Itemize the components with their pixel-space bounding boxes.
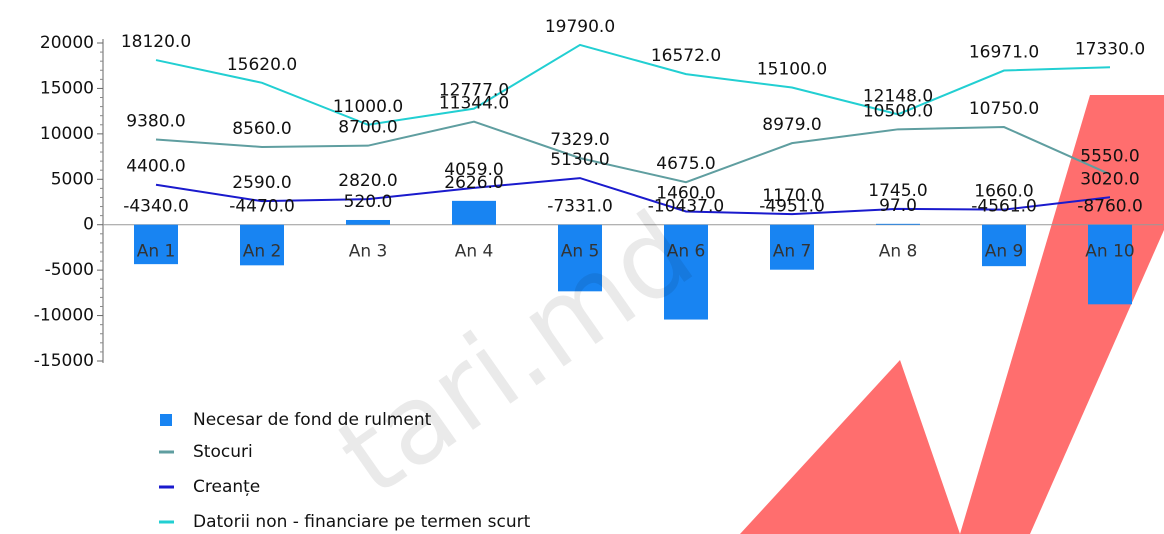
data-label: -4561.0 <box>971 197 1037 217</box>
line <box>155 120 1111 184</box>
data-label: 8560.0 <box>232 119 291 139</box>
data-label: 1460.0 <box>656 183 715 203</box>
data-label: 4400.0 <box>126 157 185 177</box>
decor-shape <box>740 360 960 534</box>
data-label: 10750.0 <box>969 99 1039 119</box>
legend-label: Stocuri <box>193 442 253 462</box>
x-tick-label: An 5 <box>561 242 600 262</box>
bar <box>240 224 284 266</box>
data-label: 7329.0 <box>550 130 609 150</box>
bar <box>452 200 496 225</box>
data-label: 2590.0 <box>232 173 291 193</box>
data-label: 3020.0 <box>1080 169 1139 189</box>
data-label: -8760.0 <box>1077 197 1143 217</box>
decor-shape <box>960 95 1164 534</box>
x-tick-label: An 2 <box>243 242 282 262</box>
y-tick-label: 20000 <box>40 33 94 53</box>
bar <box>558 224 602 292</box>
data-label: 2820.0 <box>338 171 397 191</box>
legend-label: Necesar de fond de rulment <box>193 410 432 430</box>
data-label: 8979.0 <box>762 115 821 135</box>
watermark: tari.md <box>316 187 716 520</box>
legend-label: Datorii non - financiare pe termen scurt <box>193 512 531 532</box>
data-label: 9380.0 <box>126 111 185 131</box>
x-tick-label: An 9 <box>985 242 1024 262</box>
x-tick-label: An 6 <box>667 242 706 262</box>
data-label: 11000.0 <box>333 97 403 117</box>
data-label: 15100.0 <box>757 60 827 80</box>
data-label: 17330.0 <box>1075 39 1145 59</box>
data-label: 8700.0 <box>338 118 397 138</box>
y-tick-label: 15000 <box>40 78 94 98</box>
data-label: 15620.0 <box>227 55 297 75</box>
bar <box>664 224 708 320</box>
bar <box>134 224 178 265</box>
data-label: 10500.0 <box>863 101 933 121</box>
y-tick-label: 0 <box>83 215 94 235</box>
x-tick-label: An 7 <box>773 242 812 262</box>
bar <box>982 224 1026 267</box>
data-label: 16971.0 <box>969 43 1039 63</box>
data-label: 19790.0 <box>545 17 615 37</box>
data-label: -4470.0 <box>229 197 295 217</box>
data-label: 1170.0 <box>762 186 821 206</box>
legend-label: Creanțe <box>193 477 260 497</box>
x-tick-label: An 1 <box>137 242 176 262</box>
data-label: -4951.0 <box>759 197 825 217</box>
x-tick-label: An 4 <box>455 242 494 262</box>
line <box>155 177 1111 216</box>
bar <box>1088 224 1132 305</box>
data-label: 2626.0 <box>444 173 503 193</box>
data-label: 12777.0 <box>439 81 509 101</box>
data-label: 520.0 <box>344 192 393 212</box>
data-label: 12148.0 <box>863 86 933 106</box>
line <box>155 43 1111 126</box>
bar <box>876 223 920 225</box>
y-tick-label: -10000 <box>34 306 94 326</box>
data-label: 97.0 <box>879 196 917 216</box>
data-label: -4340.0 <box>123 197 189 217</box>
data-label: 1660.0 <box>974 182 1033 202</box>
y-tick-label: -5000 <box>45 260 94 280</box>
data-label: 5130.0 <box>550 150 609 170</box>
data-label: 16572.0 <box>651 46 721 66</box>
data-label: -7331.0 <box>547 197 613 217</box>
legend-marker <box>160 414 172 426</box>
data-label: 18120.0 <box>121 32 191 52</box>
data-label: 5550.0 <box>1080 146 1139 166</box>
x-tick-label: An 8 <box>879 242 918 262</box>
bar <box>770 224 814 270</box>
data-label: -10437.0 <box>648 197 724 217</box>
bar <box>346 219 390 225</box>
data-label: 4059.0 <box>444 160 503 180</box>
y-tick-label: -15000 <box>34 351 94 371</box>
data-label: 11344.0 <box>439 94 509 114</box>
x-tick-label: An 3 <box>349 242 388 262</box>
y-tick-label: 5000 <box>51 169 94 189</box>
data-label: 4675.0 <box>656 154 715 174</box>
x-tick-label: An 10 <box>1085 242 1134 262</box>
data-label: 1745.0 <box>868 181 927 201</box>
y-tick-label: 10000 <box>40 124 94 144</box>
